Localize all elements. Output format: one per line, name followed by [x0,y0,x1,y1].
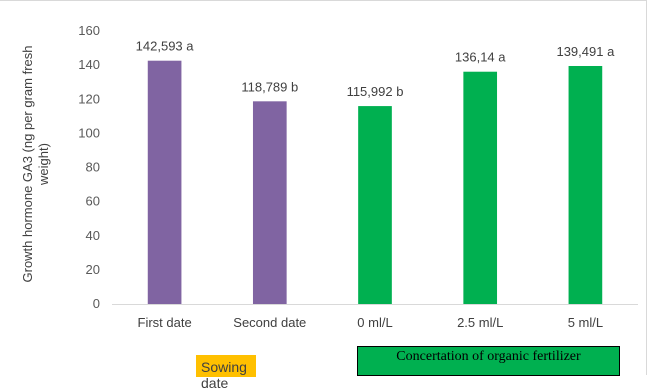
data-label: 139,491 a [556,44,615,59]
data-label: 118,789 b [241,79,298,94]
x-tick-label: Second date [233,315,306,330]
y-tick-label: 80 [86,160,100,175]
x-tick-label: 2.5 ml/L [457,315,503,330]
y-tick-label: 140 [78,57,100,72]
bar [147,60,182,304]
x-tick-label: 5 ml/L [568,315,603,330]
bar-chart: 0 20 40 60 80 100 120 140 160 142,593 a First date… [78,23,638,330]
y-tick-label: 40 [86,228,100,243]
y-axis-title: Growth hormone GA3 (ng per gram fresh we… [20,45,51,283]
sowing-date-group-label: Sowing date [196,355,256,391]
data-label: 142,593 a [136,39,195,54]
y-tick-label: 100 [78,125,100,140]
bar [463,71,498,305]
bar [252,101,287,304]
data-label: 115,992 b [347,84,404,99]
y-tick-label: 0 [93,296,100,311]
x-tick-label: First date [138,315,192,330]
bar [358,106,392,304]
bar [568,65,603,304]
y-tick-label: 20 [86,262,100,277]
x-tick-label: 0 ml/L [357,315,392,330]
y-tick-label: 60 [86,194,100,209]
data-label: 136,14 a [455,50,506,65]
fertilizer-group-label: Concertation of organic fertilizer [357,346,620,376]
chart-frame [0,0,647,375]
y-tick-label: 160 [78,23,100,38]
y-tick-label: 120 [78,91,100,106]
